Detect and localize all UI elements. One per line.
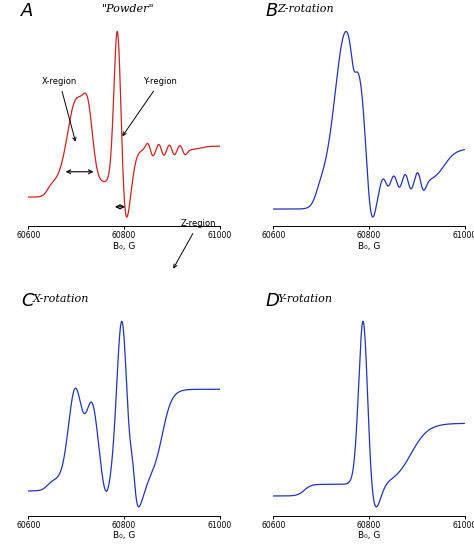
Text: B: B bbox=[265, 2, 278, 20]
Text: C: C bbox=[21, 291, 33, 310]
Text: Z-rotation: Z-rotation bbox=[277, 4, 334, 14]
Text: X-rotation: X-rotation bbox=[32, 294, 89, 304]
Text: D: D bbox=[265, 291, 280, 310]
Text: Y-rotation: Y-rotation bbox=[277, 294, 332, 304]
X-axis label: B₀, G: B₀, G bbox=[358, 531, 380, 541]
Text: Y-region: Y-region bbox=[123, 77, 177, 135]
Text: X-region: X-region bbox=[42, 77, 77, 141]
X-axis label: B₀, G: B₀, G bbox=[358, 241, 380, 250]
X-axis label: B₀, G: B₀, G bbox=[113, 531, 135, 541]
Text: Z-region: Z-region bbox=[174, 219, 216, 268]
Text: A: A bbox=[21, 2, 33, 20]
Text: "Powder": "Powder" bbox=[101, 4, 154, 14]
X-axis label: B₀, G: B₀, G bbox=[113, 241, 135, 250]
